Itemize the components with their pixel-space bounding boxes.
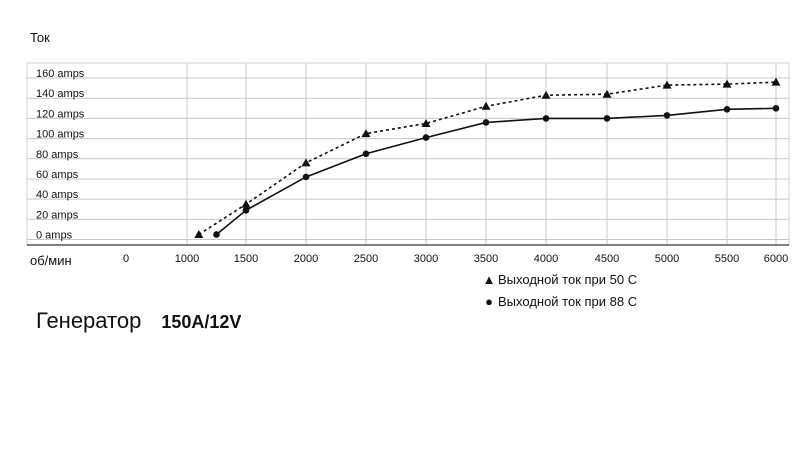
chart-grid	[26, 62, 790, 246]
x-axis-label: об/мин	[30, 253, 72, 268]
data-point-circle	[422, 134, 430, 141]
legend-item-88c: ● Выходной ток при 88 С	[480, 290, 637, 312]
circle-marker-icon: ●	[485, 293, 493, 309]
y-tick-label: 100 amps	[36, 129, 85, 141]
data-point-circle	[302, 173, 310, 181]
x-tick-label: 1000	[175, 253, 199, 265]
data-point-circle	[362, 150, 370, 158]
data-point-circle	[723, 106, 731, 113]
y-tick-label: 140 amps	[36, 88, 85, 100]
data-point-circle	[213, 231, 220, 238]
legend-item-50c: ▲ Выходной ток при 50 С	[480, 268, 638, 290]
data-point-triangle	[541, 90, 551, 99]
chart-series	[194, 77, 781, 238]
data-point-circle	[242, 206, 250, 214]
y-tick-label: 80 amps	[36, 149, 79, 161]
series-1	[213, 105, 780, 238]
data-point-circle	[603, 115, 611, 122]
x-tick-label: 3000	[414, 253, 438, 265]
data-point-circle	[482, 119, 490, 126]
data-point-triangle	[421, 118, 431, 127]
triangle-marker-icon: ▲	[482, 271, 496, 287]
data-point-triangle	[771, 77, 781, 86]
y-tick-label: 0 amps	[36, 230, 73, 242]
y-tick-label: 160 amps	[36, 68, 85, 80]
y-tick-label: 20 amps	[36, 209, 79, 221]
data-point-circle	[772, 105, 780, 112]
y-tick-label: 40 amps	[36, 189, 79, 201]
data-point-triangle	[241, 199, 251, 208]
y-tick-label: 120 amps	[36, 108, 85, 120]
x-tick-label: 2000	[294, 253, 318, 265]
data-point-triangle	[662, 80, 672, 89]
x-tick-label: 0	[123, 253, 129, 265]
data-point-triangle	[602, 89, 612, 98]
x-tick-label: 4000	[534, 253, 558, 265]
data-point-triangle	[481, 101, 491, 110]
data-point-triangle	[194, 230, 204, 238]
data-point-triangle	[301, 158, 311, 167]
y-axis-label: Ток	[30, 30, 50, 45]
x-tick-label: 1500	[234, 253, 258, 265]
plot-frame	[26, 62, 790, 246]
y-tick-label: 60 amps	[36, 169, 79, 181]
legend-label-88c: Выходной ток при 88 С	[498, 293, 638, 309]
x-tick-label: 4500	[595, 253, 619, 265]
x-tick-label: 6000	[764, 253, 788, 265]
x-tick-labels: 0 1000 1500 2000 2500 3000 3500 4000 4500 5000 550…	[123, 253, 788, 265]
generator-caption: Генератор 150A/12V	[36, 308, 241, 334]
legend-label-50c: Выходной ток при 50 С	[498, 271, 638, 287]
x-tick-label: 3500	[474, 253, 498, 265]
series-0	[194, 77, 781, 238]
generator-model: 150A/12V	[161, 312, 242, 332]
series-line	[215, 107, 777, 236]
x-tick-label: 2500	[354, 253, 378, 265]
chart-legend: ▲ Выходной ток при 50 С ● Выходной ток п…	[480, 268, 638, 312]
data-point-circle	[542, 115, 550, 122]
y-tick-labels: 0 amps 20 amps 40 amps 60 amps 80 amps 100 am…	[36, 68, 85, 242]
x-tick-label: 5500	[715, 253, 739, 265]
data-point-triangle	[722, 79, 732, 88]
generator-label: Генератор	[36, 308, 142, 333]
data-point-triangle	[361, 129, 371, 138]
x-tick-label: 5000	[655, 253, 679, 265]
data-point-circle	[663, 112, 671, 119]
